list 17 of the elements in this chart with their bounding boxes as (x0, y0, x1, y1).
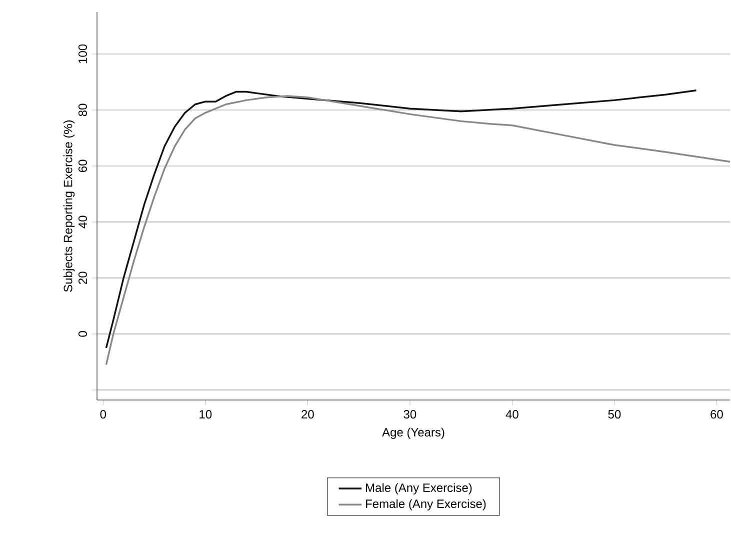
y-tick-label: 60 (78, 160, 87, 172)
x-tick-label: 50 (608, 410, 621, 419)
y-tick-label: 80 (78, 104, 87, 116)
x-tick-label: 60 (710, 410, 723, 419)
x-tick-label: 30 (404, 410, 416, 419)
x-tick-label: 10 (200, 410, 212, 419)
legend-label: Female (Any Exercise) (366, 499, 486, 510)
x-tick-label: 20 (302, 410, 314, 419)
y-tick-label: 100 (78, 44, 87, 64)
x-tick-label: 40 (506, 410, 518, 419)
y-axis-title: Subjects Reporting Exercise (%) (63, 120, 75, 292)
y-tick-label: 40 (78, 216, 87, 228)
y-tick-label: 20 (78, 272, 87, 284)
x-axis-title: Age (Years) (382, 428, 444, 439)
y-tick-label: 0 (78, 331, 87, 337)
legend-label: Male (Any Exercise) (366, 483, 472, 494)
x-tick-label: 0 (100, 410, 106, 419)
